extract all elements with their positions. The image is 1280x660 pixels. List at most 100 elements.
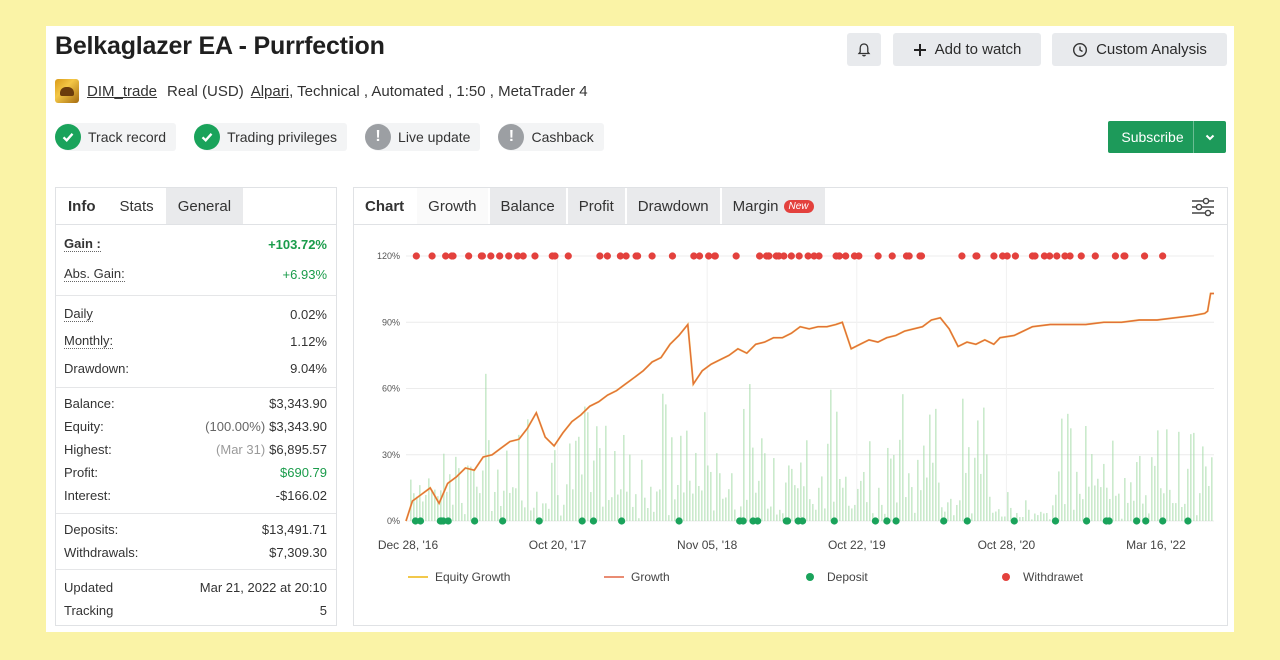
activity-bar xyxy=(596,426,598,521)
growth-chart[interactable]: 0% 30% 60% 90% 120% Dec 28, '16 Oct 20, '17 Nov… xyxy=(354,226,1227,566)
withdrawal-marker xyxy=(1159,252,1167,260)
activity-bar xyxy=(1073,509,1075,521)
activity-bar xyxy=(521,500,523,521)
activity-bar xyxy=(806,440,808,521)
activity-bar xyxy=(1088,486,1090,521)
gain-label[interactable]: Gain : xyxy=(64,236,101,252)
activity-bar xyxy=(686,430,688,521)
activity-bar xyxy=(989,496,991,521)
tab-drawdown[interactable]: Drawdown xyxy=(626,188,722,224)
activity-bar xyxy=(1208,485,1210,521)
activity-bar xyxy=(1139,455,1141,521)
activity-bar xyxy=(524,507,526,521)
activity-bar xyxy=(548,508,550,521)
activity-bar xyxy=(683,492,685,521)
activity-bar xyxy=(932,462,934,521)
badge-live-update[interactable]: ! Live update xyxy=(365,123,481,151)
activity-bar xyxy=(1196,515,1198,521)
tab-balance[interactable]: Balance xyxy=(489,188,568,224)
legend-growth[interactable]: Growth xyxy=(604,570,670,584)
activity-bar xyxy=(467,465,469,521)
activity-bar xyxy=(1130,482,1132,521)
activity-bar xyxy=(428,478,430,521)
deposit-marker xyxy=(883,517,891,525)
legend-withdrawal[interactable]: Withdrawet xyxy=(1002,570,1083,584)
activity-bar xyxy=(545,503,547,521)
x-tick-label: Oct 22, '19 xyxy=(828,538,886,552)
legend-equity[interactable]: Equity Growth xyxy=(408,570,510,584)
broker-link[interactable]: Alpari xyxy=(250,82,290,100)
daily-label[interactable]: Daily xyxy=(64,306,93,322)
notify-button[interactable] xyxy=(847,33,881,66)
deposit-marker xyxy=(1051,517,1060,525)
activity-bar xyxy=(968,447,970,521)
activity-bar xyxy=(1037,515,1039,521)
tab-margin[interactable]: Margin New xyxy=(721,188,827,224)
balance-label: Balance: xyxy=(64,395,115,411)
activity-bar xyxy=(731,473,733,521)
activity-bar xyxy=(734,509,736,521)
activity-bar xyxy=(920,490,922,521)
updated-value: Mar 21, 2022 at 20:10 xyxy=(199,579,327,595)
activity-bar xyxy=(695,452,697,521)
activity-bar xyxy=(602,506,604,521)
activity-bar xyxy=(1106,487,1108,521)
withdrawal-marker xyxy=(972,252,980,260)
activity-bar xyxy=(836,411,838,521)
activity-bar xyxy=(857,488,859,521)
tab-chart[interactable]: Chart xyxy=(354,188,418,224)
activity-bar xyxy=(488,440,490,521)
activity-bar xyxy=(896,502,898,521)
subscribe-dropdown[interactable] xyxy=(1193,121,1226,153)
divider xyxy=(56,513,336,514)
badge-cashback[interactable]: ! Cashback xyxy=(498,123,604,151)
activity-bar xyxy=(599,448,601,521)
monthly-label[interactable]: Monthly: xyxy=(64,333,114,349)
equity-value-group: (100.00%) $3,343.90 xyxy=(205,419,327,434)
activity-bar xyxy=(1007,492,1009,521)
activity-bar xyxy=(470,466,472,521)
withdrawal-marker xyxy=(603,252,611,260)
tab-general[interactable]: General xyxy=(165,188,244,224)
activity-bar xyxy=(755,492,757,521)
activity-bar xyxy=(632,506,634,521)
activity-bar xyxy=(431,490,433,521)
withdrawal-marker xyxy=(999,252,1007,260)
badge-track-record[interactable]: Track record xyxy=(55,123,177,151)
activity-bar xyxy=(1142,503,1144,521)
activity-bar xyxy=(749,384,751,521)
withdrawal-marker xyxy=(711,252,719,260)
activity-bar xyxy=(710,471,712,521)
legend-swatch xyxy=(806,573,814,581)
activity-bar xyxy=(464,514,466,521)
activity-bar xyxy=(905,497,907,521)
avatar[interactable] xyxy=(55,79,79,103)
badge-trading-privileges[interactable]: Trading privileges xyxy=(194,123,348,151)
user-link[interactable]: DIM_trade xyxy=(87,82,158,100)
withdrawal-marker xyxy=(668,252,677,260)
activity-bar xyxy=(725,497,727,521)
legend-deposit[interactable]: Deposit xyxy=(806,570,868,584)
activity-bar xyxy=(839,478,841,521)
add-to-watch-button[interactable]: Add to watch xyxy=(893,33,1041,66)
abs-gain-label[interactable]: Abs. Gain: xyxy=(64,266,125,282)
activity-bar xyxy=(446,491,448,521)
chart-settings-button[interactable] xyxy=(1191,197,1215,222)
deposit-marker xyxy=(1184,517,1192,525)
tab-growth[interactable]: Growth xyxy=(417,188,490,224)
subscribe-button[interactable]: Subscribe xyxy=(1108,121,1226,153)
verification-badges: Track record Trading privileges ! Live u… xyxy=(55,123,604,151)
activity-bar xyxy=(569,443,571,521)
deposit-marker xyxy=(618,517,626,525)
activity-bar xyxy=(581,474,583,521)
activity-bar xyxy=(998,509,1000,521)
activity-bar xyxy=(1184,503,1186,521)
tab-info[interactable]: Info xyxy=(68,197,96,215)
deposit-marker xyxy=(499,517,507,525)
activity-bar xyxy=(707,465,709,521)
tab-profit[interactable]: Profit xyxy=(567,188,627,224)
tab-stats[interactable]: Stats xyxy=(119,197,154,215)
activity-bar xyxy=(674,499,676,521)
custom-analysis-button[interactable]: Custom Analysis xyxy=(1052,33,1227,66)
withdrawal-marker xyxy=(888,252,896,260)
